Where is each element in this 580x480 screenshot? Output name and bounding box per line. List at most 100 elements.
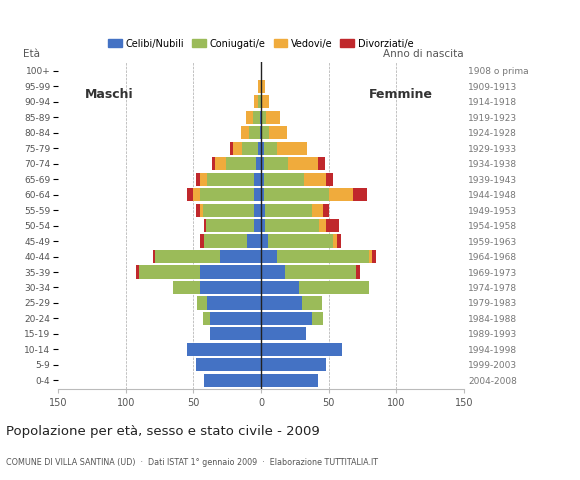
Bar bbox=[203, 204, 254, 216]
Bar bbox=[329, 188, 353, 201]
Bar bbox=[200, 265, 261, 278]
Bar bbox=[261, 95, 262, 108]
Bar bbox=[212, 157, 215, 170]
Bar bbox=[246, 111, 253, 124]
Bar bbox=[187, 343, 261, 356]
Bar bbox=[261, 312, 313, 325]
Bar bbox=[265, 219, 319, 232]
Bar bbox=[285, 265, 356, 278]
Bar bbox=[261, 157, 264, 170]
Bar bbox=[261, 111, 262, 124]
Bar bbox=[319, 219, 326, 232]
Bar bbox=[254, 219, 261, 232]
Bar bbox=[261, 80, 265, 93]
Bar bbox=[261, 173, 264, 186]
Bar bbox=[326, 219, 339, 232]
Bar bbox=[253, 111, 260, 124]
Bar bbox=[372, 250, 376, 263]
Bar bbox=[313, 204, 323, 216]
Bar bbox=[204, 219, 205, 232]
Bar bbox=[173, 281, 200, 294]
Bar bbox=[200, 188, 254, 201]
Bar bbox=[254, 188, 261, 201]
Bar bbox=[262, 95, 269, 108]
Bar bbox=[233, 142, 242, 155]
Text: Età: Età bbox=[23, 49, 41, 59]
Bar bbox=[248, 235, 261, 248]
Bar bbox=[155, 250, 220, 263]
Bar bbox=[254, 95, 258, 108]
Bar bbox=[288, 157, 318, 170]
Text: Maschi: Maschi bbox=[85, 88, 134, 101]
Bar bbox=[266, 111, 280, 124]
Text: Anno di nascita: Anno di nascita bbox=[383, 49, 464, 59]
Legend: Celibi/Nubili, Coniugati/e, Vedovi/e, Divorziati/e: Celibi/Nubili, Coniugati/e, Vedovi/e, Di… bbox=[104, 35, 418, 52]
Bar bbox=[277, 250, 369, 263]
Bar bbox=[261, 296, 302, 310]
Bar bbox=[204, 235, 248, 248]
Bar bbox=[304, 173, 326, 186]
Bar bbox=[226, 157, 256, 170]
Bar bbox=[258, 95, 261, 108]
Bar bbox=[369, 250, 372, 263]
Bar bbox=[299, 281, 369, 294]
Bar bbox=[254, 204, 261, 216]
Bar bbox=[196, 173, 200, 186]
Bar bbox=[261, 188, 264, 201]
Bar bbox=[200, 235, 204, 248]
Bar bbox=[261, 126, 262, 139]
Text: Popolazione per età, sesso e stato civile - 2009: Popolazione per età, sesso e stato civil… bbox=[6, 425, 320, 438]
Bar bbox=[200, 173, 207, 186]
Text: COMUNE DI VILLA SANTINA (UD)  ·  Dati ISTAT 1° gennaio 2009  ·  Elaborazione TUT: COMUNE DI VILLA SANTINA (UD) · Dati ISTA… bbox=[6, 458, 378, 468]
Bar bbox=[136, 265, 139, 278]
Bar bbox=[264, 173, 305, 186]
Bar bbox=[268, 235, 333, 248]
Bar bbox=[197, 296, 207, 310]
Bar bbox=[196, 204, 200, 216]
Bar bbox=[200, 281, 261, 294]
Bar bbox=[153, 250, 155, 263]
Bar bbox=[196, 358, 261, 372]
Bar bbox=[261, 358, 326, 372]
Bar bbox=[264, 188, 329, 201]
Bar bbox=[200, 204, 203, 216]
Bar bbox=[209, 312, 261, 325]
Bar bbox=[258, 80, 261, 93]
Bar bbox=[207, 173, 254, 186]
Bar bbox=[203, 312, 209, 325]
Bar bbox=[139, 265, 200, 278]
Bar bbox=[256, 157, 261, 170]
Bar bbox=[261, 142, 264, 155]
Bar bbox=[205, 219, 254, 232]
Bar bbox=[220, 250, 261, 263]
Bar bbox=[209, 327, 261, 340]
Bar bbox=[204, 374, 261, 387]
Bar bbox=[261, 374, 318, 387]
Bar bbox=[230, 142, 233, 155]
Bar bbox=[261, 265, 285, 278]
Bar bbox=[277, 142, 307, 155]
Bar bbox=[356, 265, 360, 278]
Bar bbox=[318, 157, 325, 170]
Bar bbox=[262, 126, 269, 139]
Bar bbox=[261, 281, 299, 294]
Bar bbox=[261, 343, 342, 356]
Bar bbox=[313, 312, 323, 325]
Bar bbox=[333, 235, 337, 248]
Bar bbox=[302, 296, 322, 310]
Bar bbox=[326, 173, 333, 186]
Bar bbox=[207, 296, 261, 310]
Bar bbox=[193, 188, 200, 201]
Bar bbox=[269, 126, 287, 139]
Bar bbox=[261, 250, 277, 263]
Bar bbox=[258, 142, 261, 155]
Bar bbox=[262, 111, 266, 124]
Bar bbox=[264, 142, 277, 155]
Bar bbox=[323, 204, 329, 216]
Bar bbox=[261, 235, 268, 248]
Bar bbox=[249, 126, 260, 139]
Bar bbox=[265, 204, 313, 216]
Bar bbox=[260, 126, 261, 139]
Bar bbox=[254, 173, 261, 186]
Bar bbox=[337, 235, 341, 248]
